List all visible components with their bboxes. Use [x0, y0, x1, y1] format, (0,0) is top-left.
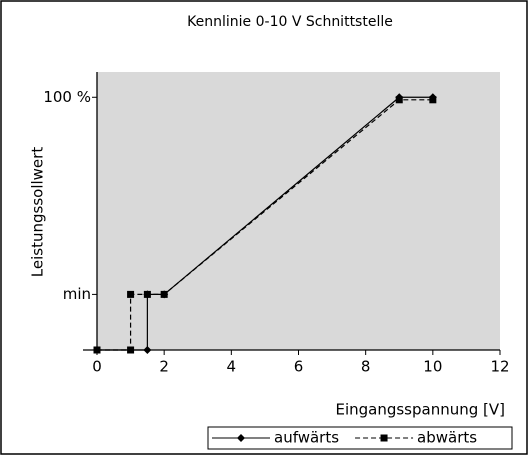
x-tick-label: 8 — [361, 358, 371, 376]
marker — [93, 346, 101, 354]
x-axis-label: Eingangsspannung [V] — [335, 401, 505, 419]
y-tick-label: 100 % — [43, 88, 91, 106]
legend: aufwärts abwärts — [207, 426, 513, 450]
x-tick-label: 2 — [159, 358, 169, 376]
marker — [429, 96, 437, 104]
marker — [395, 96, 403, 104]
x-tick-label: 12 — [490, 358, 509, 376]
chart-title: Kennlinie 0-10 V Schnittstelle — [187, 14, 393, 30]
x-tick-label: 4 — [227, 358, 237, 376]
x-tick-label: 6 — [294, 358, 304, 376]
y-tick-label: min — [63, 285, 91, 303]
plot-area — [97, 72, 500, 350]
marker — [160, 290, 168, 298]
marker — [380, 434, 388, 442]
x-tick-label: 10 — [423, 358, 442, 376]
marker — [127, 290, 135, 298]
y-axis-label: Leistungssollwert — [29, 147, 47, 278]
marker — [143, 346, 152, 354]
marker — [143, 290, 151, 298]
x-tick-label: 0 — [92, 358, 102, 376]
legend-label: aufwärts — [274, 429, 339, 447]
marker — [127, 346, 135, 354]
marker — [237, 434, 245, 442]
legend-label: abwärts — [417, 429, 477, 447]
